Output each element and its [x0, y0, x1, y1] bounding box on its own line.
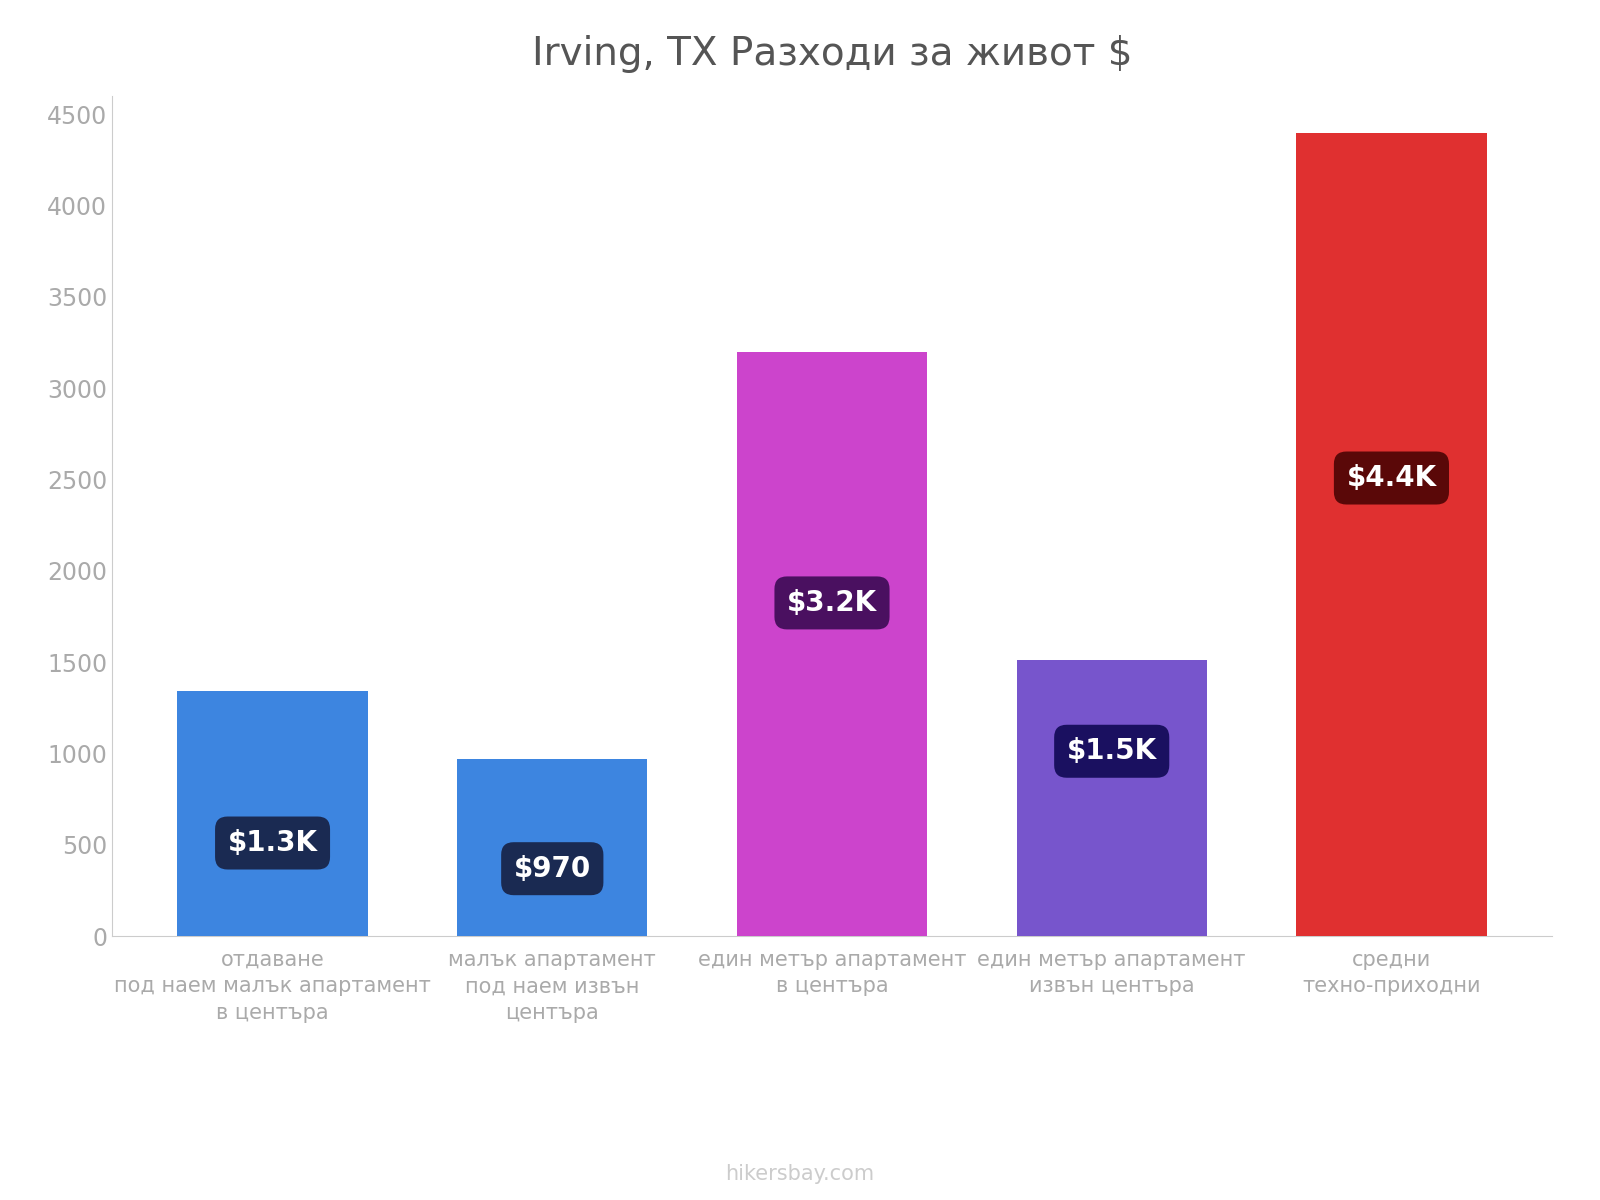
- Bar: [738, 352, 926, 936]
- Bar: [1016, 660, 1206, 936]
- Text: $970: $970: [514, 854, 590, 883]
- Text: hikersbay.com: hikersbay.com: [725, 1164, 875, 1183]
- Text: $3.2K: $3.2K: [787, 589, 877, 617]
- Title: Irving, TX Разходи за живот $: Irving, TX Разходи за живот $: [531, 36, 1133, 73]
- Bar: [1296, 132, 1486, 936]
- Text: $4.4K: $4.4K: [1346, 464, 1437, 492]
- Bar: [458, 758, 648, 936]
- Text: $1.3K: $1.3K: [227, 829, 317, 857]
- Bar: [178, 691, 368, 936]
- Text: $1.5K: $1.5K: [1067, 737, 1157, 766]
